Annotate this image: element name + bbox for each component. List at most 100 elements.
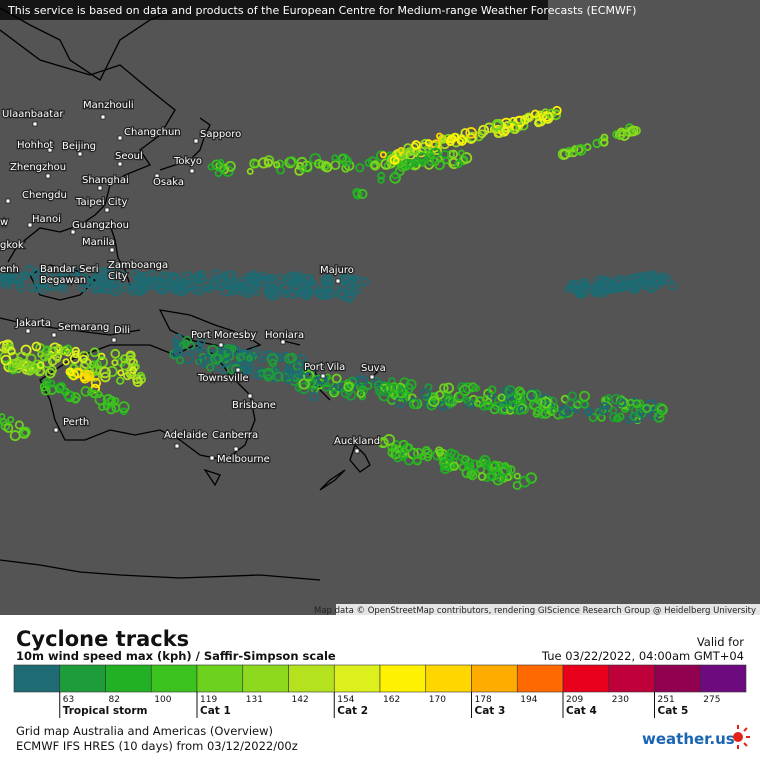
- track-point: [187, 348, 196, 357]
- track-point: [210, 269, 222, 280]
- track-point: [274, 281, 282, 289]
- track-point: [202, 279, 214, 290]
- track-point: [541, 112, 554, 124]
- city-label: Dili: [114, 325, 130, 336]
- scale-box: [562, 664, 610, 693]
- track-point: [246, 354, 254, 362]
- track-point: [540, 408, 552, 419]
- track-point: [478, 124, 490, 136]
- city-label: gkok: [0, 240, 24, 251]
- track-point: [497, 393, 506, 402]
- valid-label: Valid for: [697, 635, 744, 649]
- city-marker: [189, 168, 195, 174]
- track-point: [435, 132, 443, 140]
- cities: Ulaanbaatar Manzhouli Changchun Sapporo Hohh…: [0, 99, 387, 467]
- track-point: [477, 472, 487, 481]
- scale-box: [288, 664, 335, 693]
- track-point: [111, 278, 121, 287]
- track-point: [313, 159, 324, 169]
- track-point: [422, 445, 431, 455]
- city-marker: [247, 393, 253, 399]
- legend-title: Cyclone tracks: [16, 627, 189, 651]
- track-point: [559, 149, 571, 160]
- scale-box: [699, 664, 747, 693]
- track-point: [162, 280, 171, 289]
- track-point: [618, 129, 631, 141]
- track-point: [330, 389, 338, 397]
- track-point: [217, 283, 225, 292]
- track-point: [305, 363, 316, 375]
- track-point: [344, 277, 356, 289]
- track-point: [456, 135, 467, 146]
- track-point: [214, 169, 223, 178]
- track-point: [450, 132, 460, 142]
- track-point: [276, 165, 285, 175]
- track-point: [653, 411, 665, 423]
- track-point: [224, 160, 236, 172]
- track-point: [207, 344, 219, 356]
- scale-tick-label: 119: [200, 695, 217, 705]
- city-label: Changchun: [124, 127, 181, 138]
- track-point: [343, 381, 354, 392]
- track-point: [380, 158, 392, 170]
- track-point: [309, 391, 319, 402]
- city-label: Adelaide: [164, 430, 207, 441]
- track-point: [574, 399, 583, 408]
- track-point: [46, 279, 59, 292]
- city-label: Seoul: [115, 151, 143, 162]
- track-point: [299, 165, 307, 173]
- city-label: Hohhot: [17, 140, 53, 151]
- city-marker: [97, 185, 103, 191]
- track-point: [369, 160, 381, 171]
- scale-tick-label: 162: [383, 695, 400, 705]
- track-point: [173, 333, 183, 343]
- coastline: [0, 317, 141, 336]
- track-point: [253, 288, 262, 296]
- city-marker: [320, 373, 326, 379]
- track-point: [343, 292, 355, 303]
- track-point: [0, 270, 5, 281]
- scale-tick-label: 209: [566, 695, 583, 705]
- track-point: [0, 354, 12, 366]
- track-point: [406, 158, 416, 168]
- track-point: [489, 404, 500, 415]
- track-point: [416, 152, 429, 164]
- track-point: [317, 290, 327, 300]
- track-point: [383, 434, 396, 446]
- track-point: [196, 345, 204, 353]
- notice: This service is based on data and produc…: [7, 4, 636, 17]
- track-point: [263, 283, 276, 296]
- track-point: [39, 352, 50, 362]
- track-point: [110, 348, 121, 359]
- track-point: [181, 278, 189, 287]
- track-point: [472, 384, 481, 392]
- track-point: [392, 157, 400, 165]
- track-point: [194, 286, 204, 296]
- track-point: [418, 158, 426, 166]
- track-point: [330, 385, 338, 394]
- scale-tick-label: 230: [612, 695, 629, 705]
- track-point: [468, 382, 478, 392]
- track-point: [331, 154, 339, 162]
- city-marker: [218, 342, 224, 348]
- track-point: [567, 279, 577, 289]
- track-point: [506, 401, 518, 412]
- track-point: [397, 146, 405, 154]
- track-point: [127, 281, 136, 291]
- track-point: [398, 454, 406, 461]
- track-point: [574, 286, 585, 296]
- scale-tick-label: 142: [292, 695, 309, 705]
- track-point: [141, 271, 150, 281]
- track-point: [525, 472, 537, 484]
- track-point: [611, 277, 622, 288]
- track-point: [100, 371, 111, 383]
- track-point: [460, 152, 473, 164]
- australia: [39, 344, 256, 461]
- city-label: Brisbane: [232, 400, 276, 411]
- track-point: [80, 373, 90, 384]
- track-point: [427, 151, 436, 160]
- cyclone-tracks: [0, 105, 678, 490]
- track-point: [15, 282, 26, 293]
- track-point: [45, 276, 55, 286]
- track-point: [149, 277, 161, 289]
